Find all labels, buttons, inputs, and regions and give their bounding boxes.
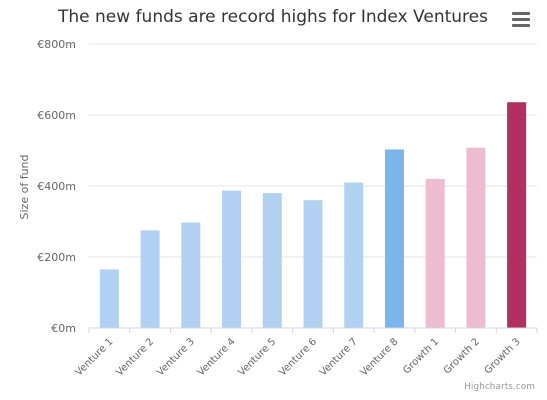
- x-tick-label: Growth 2: [442, 336, 482, 376]
- bar-venture-5[interactable]: [262, 193, 282, 328]
- hamburger-menu-icon[interactable]: [511, 10, 531, 28]
- y-tick-label: €0m: [51, 322, 76, 335]
- y-tick-label: €400m: [37, 180, 76, 193]
- bars: [99, 102, 527, 328]
- bar-venture-1[interactable]: [99, 269, 119, 328]
- x-tick-label: Venture 4: [196, 336, 238, 378]
- x-tick-label: Venture 7: [318, 336, 360, 378]
- chart-title: The new funds are record highs for Index…: [57, 7, 488, 27]
- y-tick-label: €200m: [37, 251, 76, 264]
- y-axis-label: Size of fund: [18, 155, 31, 220]
- x-tick-label: Venture 5: [236, 336, 278, 378]
- x-tick-label: Growth 3: [483, 336, 523, 376]
- x-tick-label: Venture 8: [359, 336, 401, 378]
- menu-line: [512, 12, 530, 15]
- y-tick-label: €800m: [37, 38, 76, 51]
- menu-line: [512, 18, 530, 21]
- x-tick-label: Venture 1: [73, 336, 115, 378]
- bar-venture-4[interactable]: [222, 190, 242, 328]
- bar-venture-6[interactable]: [303, 200, 323, 328]
- bar-venture-7[interactable]: [344, 182, 364, 328]
- y-tick-label: €600m: [37, 109, 76, 122]
- bar-growth-2[interactable]: [466, 147, 486, 328]
- x-tick-label: Venture 2: [114, 336, 156, 378]
- bar-venture-2[interactable]: [140, 230, 160, 328]
- menu-line: [512, 24, 530, 27]
- x-tick-label: Growth 1: [401, 336, 441, 376]
- credits-link[interactable]: Highcharts.com: [464, 382, 535, 392]
- bar-growth-1[interactable]: [425, 178, 445, 328]
- x-tick-label: Venture 6: [277, 336, 319, 378]
- x-tick-label: Venture 3: [155, 336, 197, 378]
- bar-venture-8[interactable]: [384, 149, 404, 328]
- bar-venture-3[interactable]: [181, 222, 201, 328]
- y-axis-ticks: €0m €200m €400m €600m €800m: [37, 38, 76, 335]
- bar-growth-3[interactable]: [507, 102, 527, 328]
